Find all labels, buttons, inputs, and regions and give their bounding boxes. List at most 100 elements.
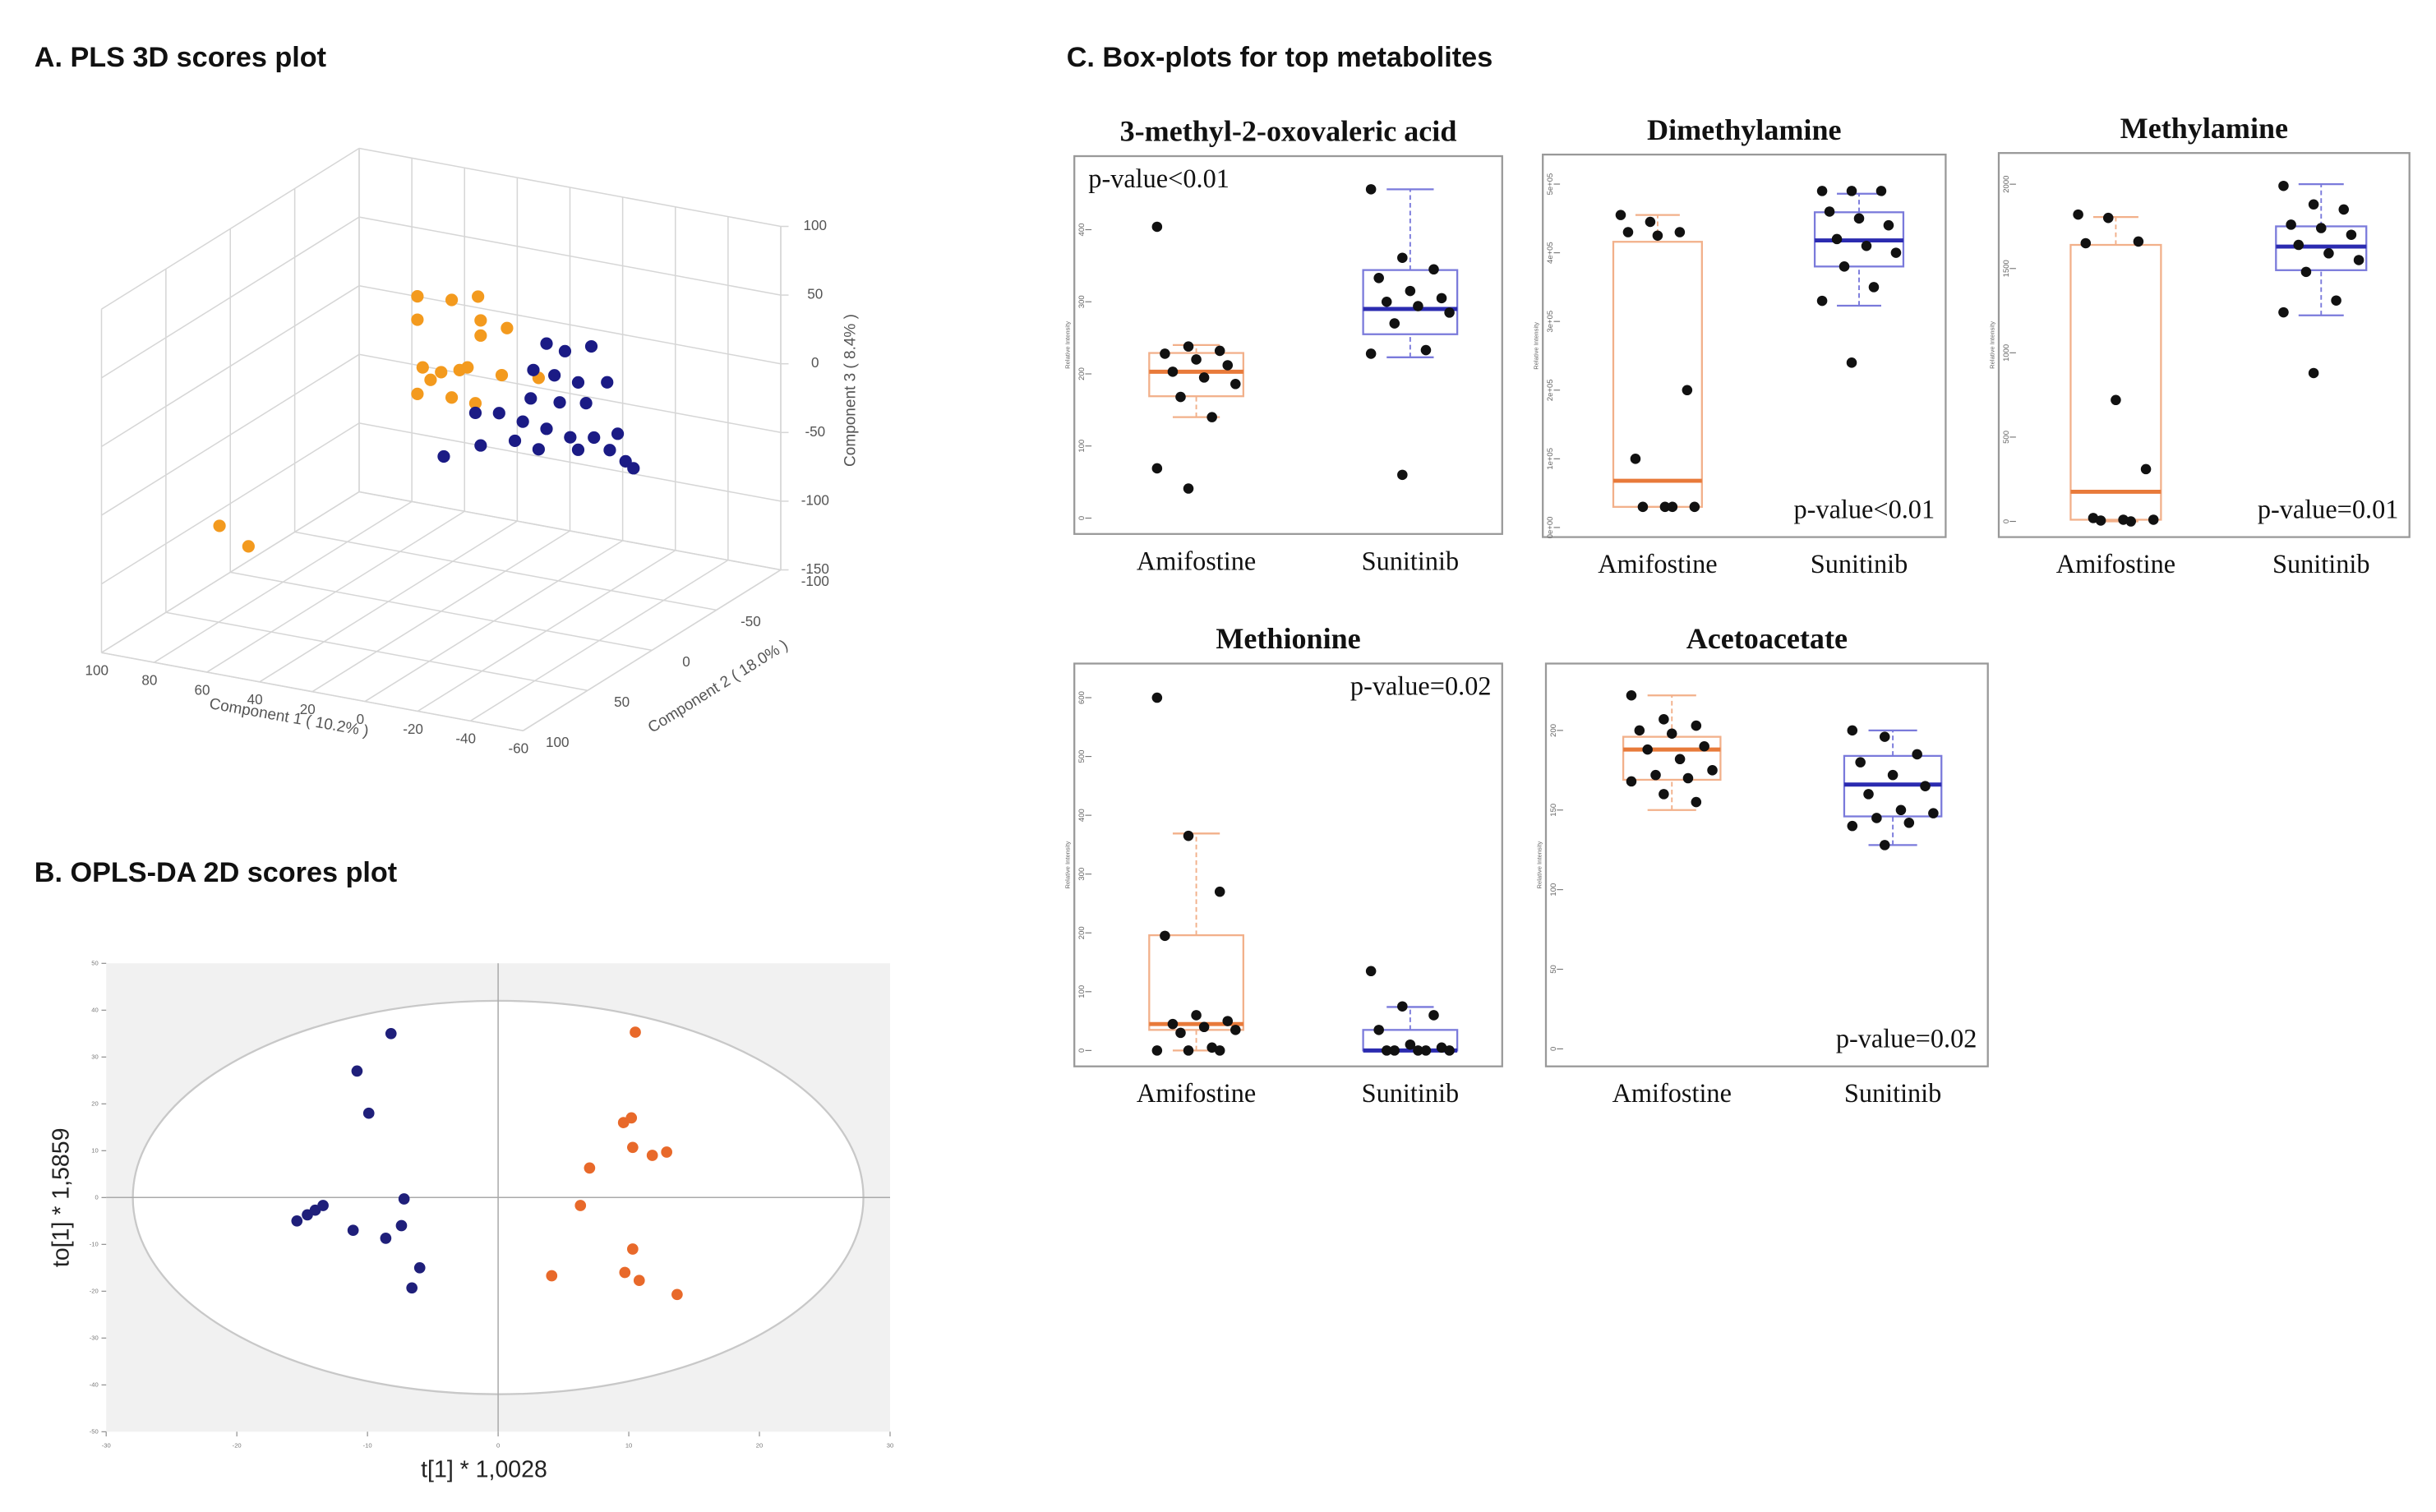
grid-line (101, 353, 360, 516)
point (406, 1282, 418, 1294)
grid-line (358, 422, 782, 502)
panel-heading: B. OPLS-DA 2D scores plot (35, 857, 397, 888)
point (1682, 772, 1694, 784)
grid-line (294, 531, 717, 611)
y-tick-label: 2e+05 (1546, 379, 1555, 401)
point (646, 1150, 658, 1161)
point (1626, 689, 1637, 701)
point (661, 1146, 673, 1158)
y-tick-label: 0 (682, 654, 690, 670)
point (1645, 216, 1656, 228)
point (2346, 229, 2357, 240)
z-axis-label: Component 3 ( 8.4% ) (842, 314, 860, 467)
point (380, 1233, 392, 1244)
point (1444, 1045, 1455, 1056)
y-tick-label: -40 (90, 1381, 99, 1388)
point (1405, 1039, 1416, 1050)
point (1666, 728, 1677, 740)
point (472, 290, 485, 303)
point (474, 439, 487, 452)
y-tick-label: 3e+05 (1546, 311, 1555, 333)
plot-frame (1073, 662, 1503, 1067)
y-tick-label: 40 (91, 1006, 98, 1013)
point (633, 1275, 645, 1287)
point (445, 293, 459, 307)
point (416, 361, 429, 374)
point (2323, 248, 2334, 259)
annotation: p-value<0.01 (1088, 164, 1230, 193)
point (1863, 789, 1874, 800)
y-tick-label: 2000 (2002, 176, 2011, 193)
point (540, 337, 553, 350)
grid-line (101, 422, 360, 585)
y-tick-label: -10 (90, 1240, 99, 1247)
y-tick-label: 1500 (2002, 260, 2011, 277)
point (2308, 199, 2319, 210)
point (1160, 930, 1170, 942)
point (2278, 180, 2289, 191)
point (1183, 341, 1194, 352)
point (1175, 391, 1186, 403)
point (411, 290, 424, 303)
y-axis-label: Relative Intensity (1535, 841, 1543, 888)
y-tick-label: 400 (1077, 809, 1087, 822)
y-tick-label: 4e+05 (1546, 242, 1555, 264)
y-axis-label: Relative Intensity (1533, 322, 1540, 370)
point (1222, 360, 1234, 371)
y-tick-label: 30 (91, 1053, 98, 1060)
box (1148, 352, 1244, 398)
plot-frame (1997, 152, 2411, 538)
y-tick-label: 150 (1549, 804, 1558, 817)
y-tick-label: -20 (90, 1287, 99, 1294)
plot-frame (1073, 154, 1503, 535)
point (1659, 789, 1669, 800)
point (1816, 186, 1828, 196)
grid-line (358, 147, 782, 228)
point (603, 444, 616, 457)
point (1191, 1010, 1202, 1021)
point (1853, 213, 1865, 224)
point (413, 1261, 426, 1274)
point (1175, 1027, 1186, 1039)
point (1167, 1018, 1179, 1030)
x-axis-label: t[1] * 1,0028 (421, 1456, 547, 1482)
y-tick-label: 200 (1549, 724, 1558, 737)
x-tick-label: 20 (756, 1441, 763, 1449)
point (1847, 725, 1858, 736)
y-tick-label: 0 (1549, 1047, 1558, 1051)
y-tick-label: 300 (1077, 295, 1087, 308)
point (1622, 227, 1634, 237)
point (213, 519, 226, 532)
point (2140, 463, 2152, 475)
point (1887, 769, 1899, 781)
point (584, 339, 598, 353)
point (2133, 236, 2144, 247)
point (611, 427, 625, 440)
z-tick-label: -100 (801, 492, 829, 508)
point (601, 376, 614, 389)
point (2095, 515, 2106, 526)
point (1365, 966, 1377, 977)
point (1637, 501, 1649, 513)
point (1198, 1021, 1210, 1033)
point (1397, 252, 1408, 263)
plot-frame (1544, 662, 1989, 1067)
point (362, 1107, 375, 1119)
chart-title: Acetoacetate (1686, 622, 1848, 655)
y-tick-label: 300 (1077, 868, 1087, 881)
point (1214, 1045, 1225, 1056)
point (2073, 209, 2083, 220)
x-tick-label: 0 (496, 1441, 500, 1449)
x-tick-label: Amifostine (2056, 549, 2175, 579)
point (532, 443, 545, 456)
grid-line (101, 285, 360, 448)
x-tick-label: 100 (85, 663, 109, 679)
point (1183, 830, 1194, 841)
x-tick-label: Amifostine (1137, 1078, 1256, 1108)
point (1389, 318, 1400, 329)
point (2278, 307, 2289, 318)
point (468, 406, 482, 420)
point (1420, 1045, 1432, 1056)
point (291, 1215, 303, 1227)
y-axis-label: Relative Intensity (1064, 841, 1072, 888)
